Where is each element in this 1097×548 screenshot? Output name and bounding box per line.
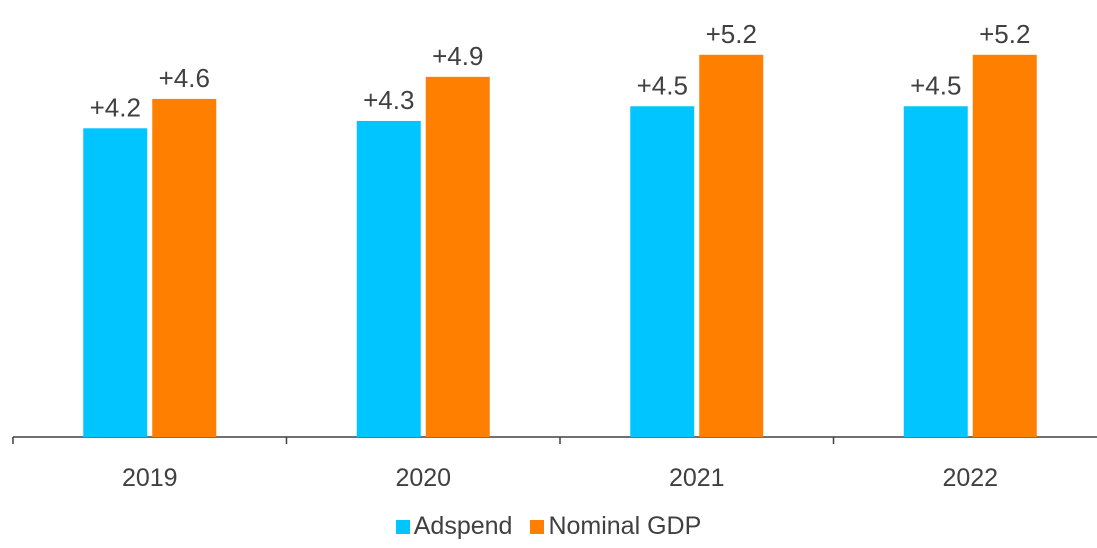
data-label-adspend-2019: +4.2: [90, 92, 141, 122]
legend: Adspend Nominal GDP: [0, 512, 1097, 541]
data-label-nominal-gdp-2021: +5.2: [706, 19, 757, 49]
bar-adspend-2019: [83, 128, 148, 438]
bar-nominal-gdp-2021: [699, 54, 764, 438]
bar-nominal-gdp-2022: [972, 54, 1037, 438]
x-tick-label-2020: 2020: [395, 464, 451, 492]
x-tick-label-2022: 2022: [942, 464, 998, 492]
legend-swatch-adspend: [395, 519, 410, 534]
legend-item-nominal-gdp: Nominal GDP: [530, 512, 701, 541]
bar-adspend-2021: [630, 106, 695, 437]
data-label-nominal-gdp-2022: +5.2: [979, 19, 1030, 49]
bar-nominal-gdp-2019: [152, 98, 217, 438]
data-label-adspend-2020: +4.3: [363, 85, 414, 115]
bar-nominal-gdp-2020: [425, 76, 490, 437]
bar-adspend-2020: [356, 120, 421, 437]
legend-swatch-nominal-gdp: [530, 519, 545, 534]
data-label-nominal-gdp-2019: +4.6: [159, 63, 210, 93]
bar-chart: +4.2 +4.6 2019 +4.3 +4.9 2020 +4.5 +5.2 2021 +4.5…: [12, 19, 1097, 492]
data-label-nominal-gdp-2020: +4.9: [432, 41, 483, 71]
legend-label-nominal-gdp: Nominal GDP: [548, 512, 702, 540]
data-label-adspend-2022: +4.5: [910, 70, 961, 100]
bar-adspend-2022: [903, 106, 968, 437]
x-tick-label-2021: 2021: [669, 464, 725, 492]
x-tick-label-2019: 2019: [122, 464, 178, 492]
legend-label-adspend: Adspend: [413, 512, 513, 540]
data-label-adspend-2021: +4.5: [637, 70, 688, 100]
legend-item-adspend: Adspend: [395, 512, 513, 541]
